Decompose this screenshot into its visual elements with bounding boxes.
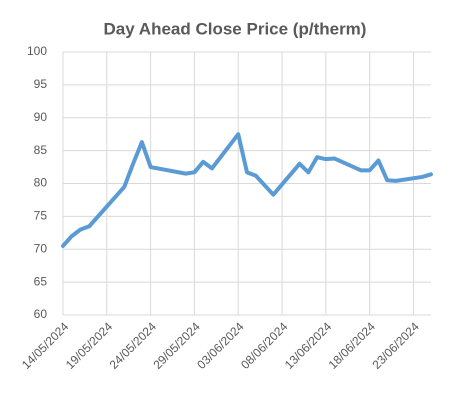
- y-tick-label: 80: [34, 176, 48, 190]
- y-tick-label: 100: [27, 44, 47, 58]
- y-tick-label: 90: [34, 110, 48, 124]
- y-tick-label: 75: [34, 209, 48, 223]
- y-tick-label: 70: [34, 241, 48, 255]
- chart-title: Day Ahead Close Price (p/therm): [104, 19, 367, 38]
- y-tick-label: 95: [34, 77, 48, 91]
- y-tick-label: 65: [34, 274, 48, 288]
- y-tick-label: 85: [34, 143, 48, 157]
- data-line: [61, 132, 433, 248]
- x-tick-label: 23/06/2024: [369, 319, 422, 372]
- y-tick-label: 60: [34, 307, 48, 321]
